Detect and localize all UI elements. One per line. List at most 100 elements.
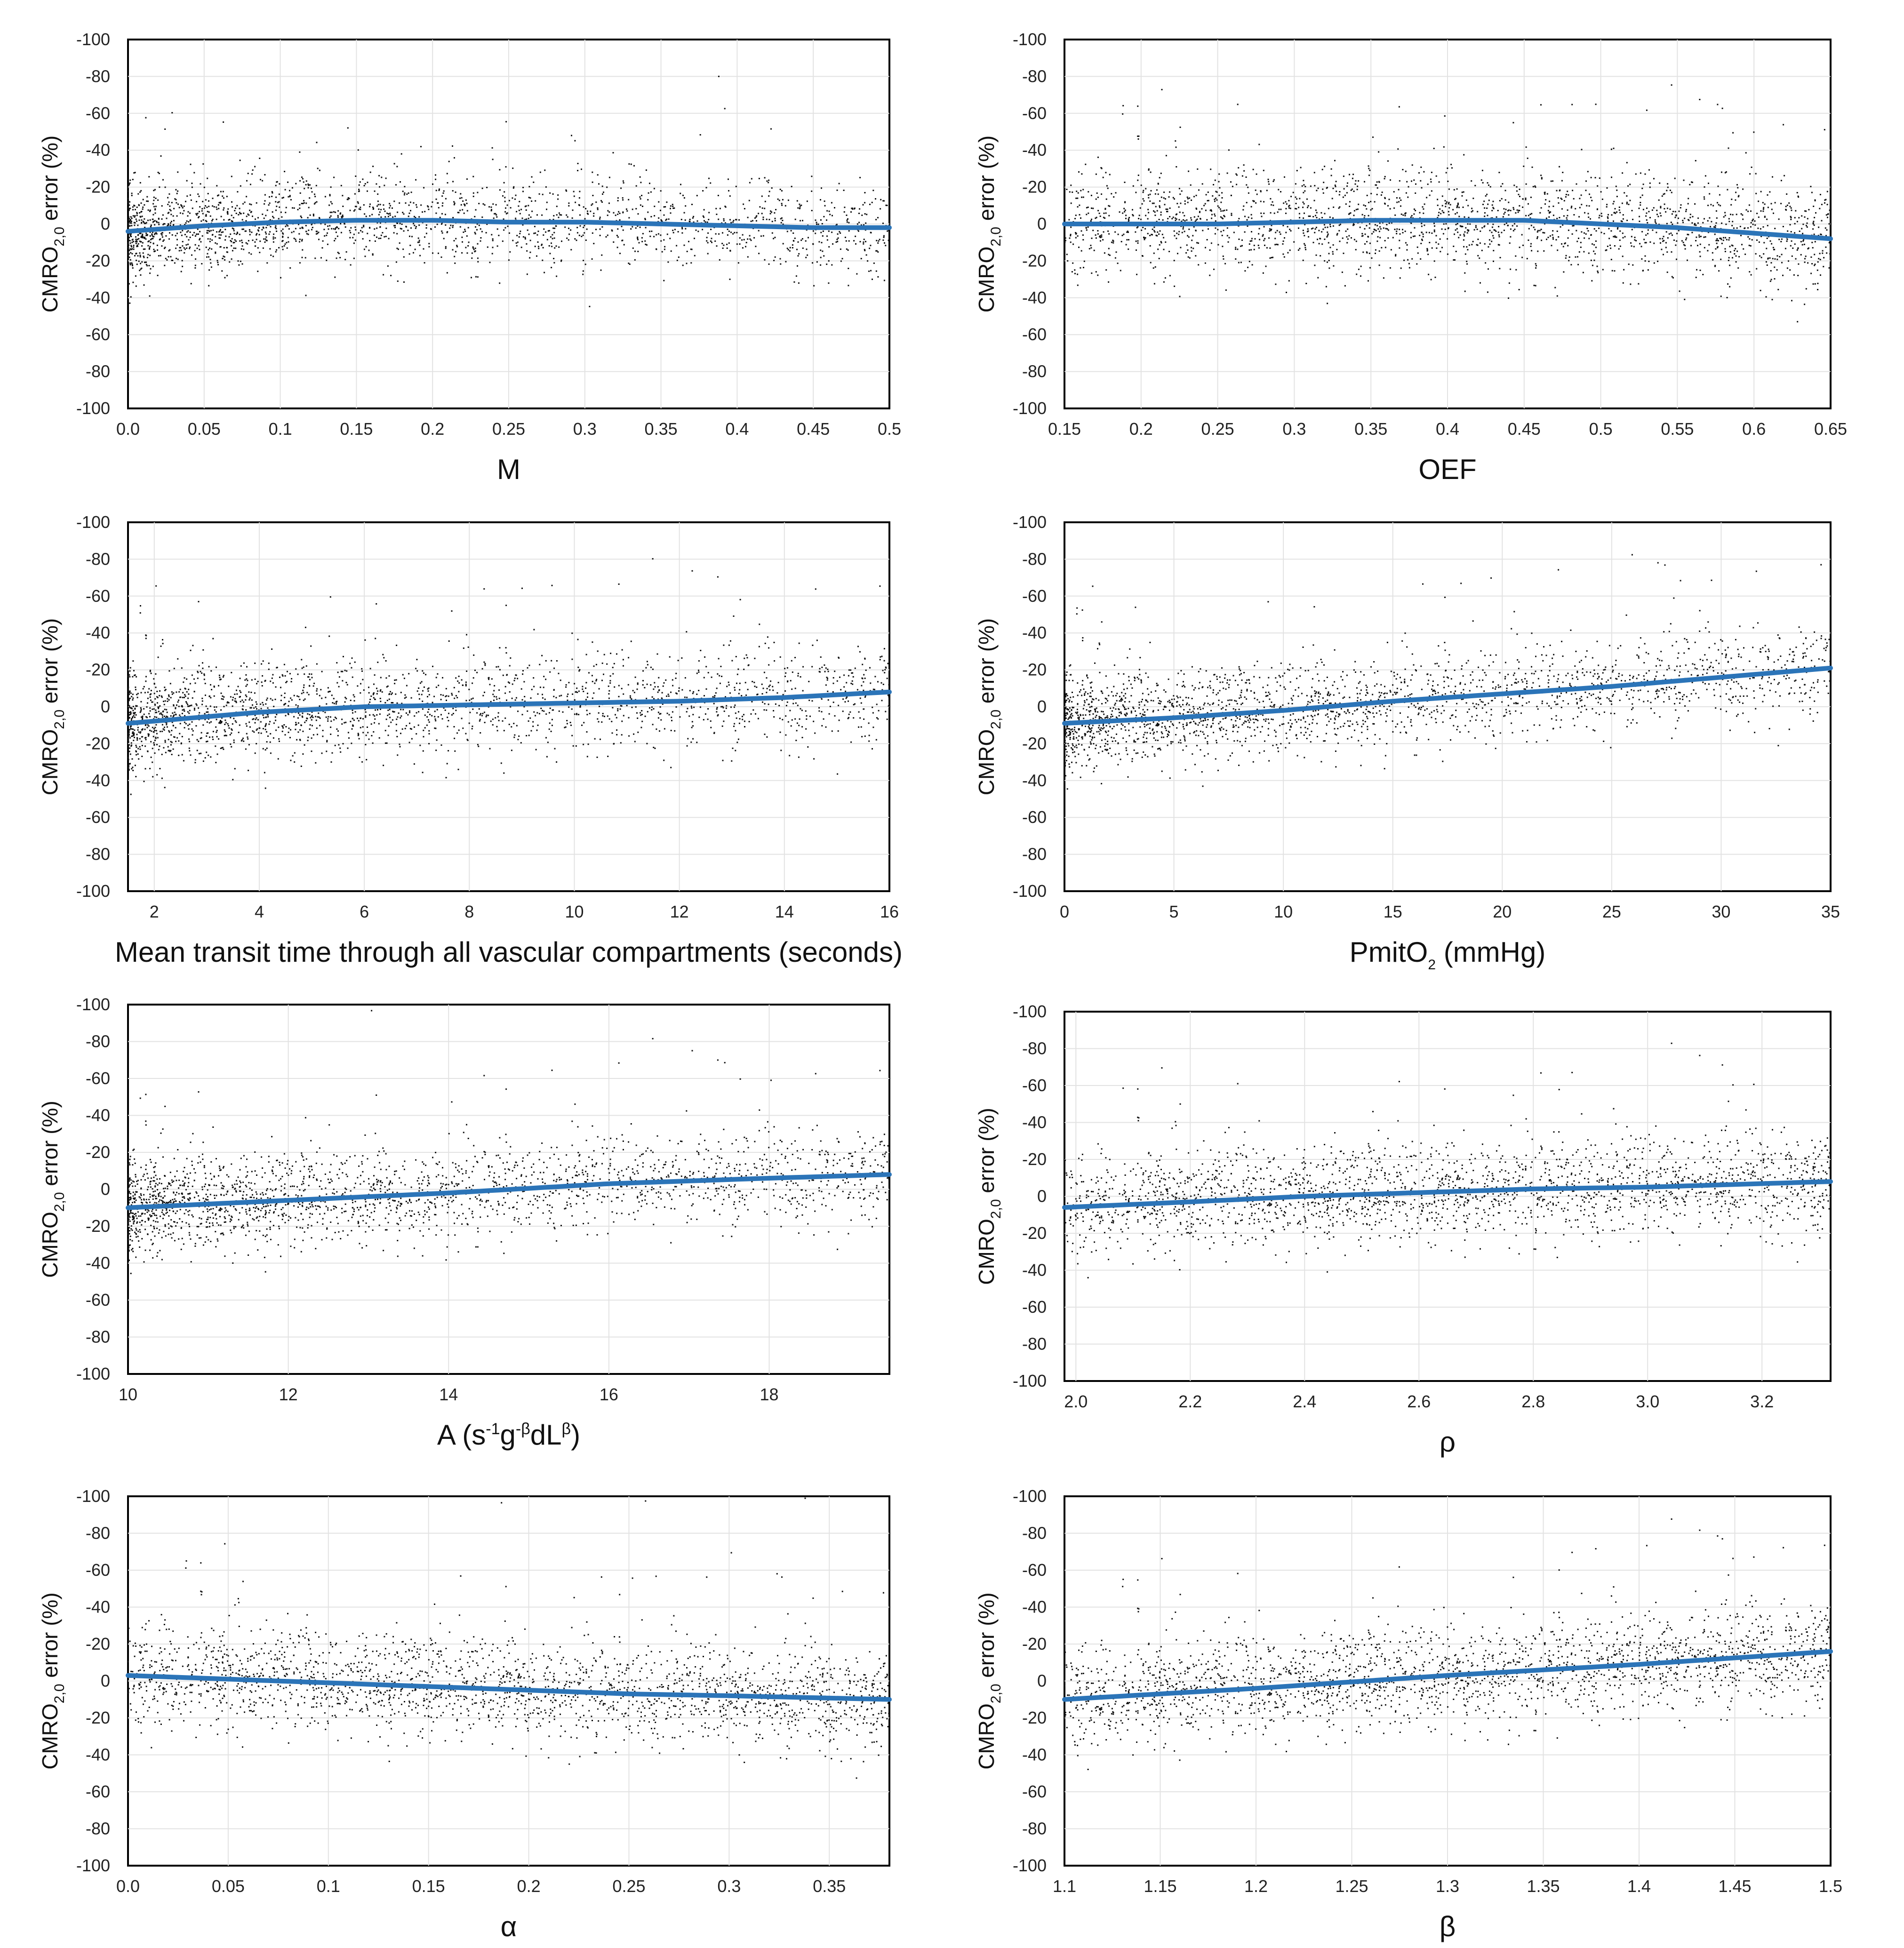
scatter-point xyxy=(227,251,228,253)
scatter-point xyxy=(1682,241,1684,243)
scatter-point xyxy=(211,248,213,250)
scatter-point xyxy=(496,245,498,247)
scatter-point xyxy=(1742,214,1744,216)
scatter-point xyxy=(1126,232,1128,233)
scatter-point xyxy=(556,275,558,277)
scatter-point xyxy=(726,686,728,687)
scatter-point xyxy=(1594,177,1596,179)
scatter-point xyxy=(1447,253,1448,255)
scatter-point xyxy=(472,247,474,249)
scatter-point xyxy=(772,686,774,687)
scatter-point xyxy=(779,258,781,260)
scatter-point xyxy=(1072,262,1074,264)
scatter-point xyxy=(1728,221,1730,223)
scatter-point xyxy=(358,184,360,186)
scatter-point xyxy=(1580,247,1582,248)
scatter-point xyxy=(272,236,274,238)
scatter-point xyxy=(872,748,873,750)
scatter-point xyxy=(355,229,357,231)
scatter-point xyxy=(779,189,781,190)
scatter-point xyxy=(876,240,878,241)
scatter-point xyxy=(1371,208,1373,210)
scatter-point xyxy=(1080,190,1082,192)
scatter-point xyxy=(434,226,436,228)
scatter-point xyxy=(837,233,839,235)
scatter-point xyxy=(342,206,344,207)
scatter-point xyxy=(862,204,864,206)
scatter-point xyxy=(1269,228,1271,230)
scatter-point xyxy=(1272,180,1274,182)
scatter-point xyxy=(1258,233,1260,235)
scatter-point xyxy=(135,239,137,240)
scatter-point xyxy=(1770,270,1772,271)
scatter-point xyxy=(1606,206,1608,208)
scatter-point xyxy=(1684,248,1686,250)
scatter-point xyxy=(384,210,386,212)
scatter-point xyxy=(137,243,139,245)
scatter-point xyxy=(885,245,887,247)
scatter-point xyxy=(269,721,271,723)
scatter-point xyxy=(349,230,351,232)
scatter-point xyxy=(1402,214,1404,216)
scatter-point xyxy=(1223,258,1224,260)
scatter-point xyxy=(259,252,261,254)
scatter-point xyxy=(1811,263,1813,264)
scatter-point xyxy=(595,229,597,231)
scatter-point xyxy=(1272,256,1274,258)
scatter-point xyxy=(1097,196,1099,198)
scatter-point xyxy=(548,712,550,714)
scatter-point xyxy=(710,240,712,242)
scatter-point xyxy=(726,243,728,245)
scatter-point xyxy=(832,243,834,245)
scatter-point xyxy=(205,220,207,222)
scatter-point xyxy=(1070,202,1072,204)
scatter-point xyxy=(153,236,155,238)
scatter-point xyxy=(257,271,259,272)
scatter-point xyxy=(1101,168,1103,169)
scatter-point xyxy=(364,255,366,257)
scatter-point xyxy=(215,745,216,747)
scatter-point xyxy=(820,232,822,233)
scatter-point xyxy=(1178,206,1180,208)
scatter-point xyxy=(863,239,865,240)
scatter-point xyxy=(560,695,562,696)
scatter-point xyxy=(333,176,335,178)
scatter-point xyxy=(1361,235,1363,237)
scatter-point xyxy=(815,219,816,221)
scatter-point xyxy=(231,258,232,260)
scatter-point xyxy=(506,212,508,214)
scatter-point xyxy=(282,228,284,230)
scatter-point xyxy=(1196,242,1198,244)
scatter-point xyxy=(1314,264,1316,266)
scatter-point xyxy=(144,227,146,228)
scatter-point xyxy=(747,256,749,258)
scatter-point xyxy=(1596,265,1598,267)
scatter-point xyxy=(1271,204,1272,206)
scatter-point xyxy=(800,204,802,206)
scatter-point xyxy=(552,238,553,240)
scatter-point xyxy=(768,219,770,221)
scatter-point xyxy=(1332,188,1334,189)
scatter-point xyxy=(666,201,668,203)
scatter-point xyxy=(883,200,885,202)
scatter-point xyxy=(621,225,623,227)
scatter-point xyxy=(203,674,205,676)
scatter-point xyxy=(347,197,349,199)
scatter-point xyxy=(579,669,581,671)
scatter-point xyxy=(602,193,603,195)
scatter-point xyxy=(526,218,528,220)
scatter-point xyxy=(1174,198,1175,200)
scatter-point xyxy=(306,233,308,235)
scatter-point xyxy=(1564,243,1566,245)
scatter-point xyxy=(1382,222,1384,224)
scatter-point xyxy=(595,201,597,203)
scatter-point xyxy=(241,242,243,243)
scatter-point xyxy=(847,718,849,719)
scatter-point xyxy=(1282,240,1284,242)
scatter-point xyxy=(217,195,218,197)
scatter-point xyxy=(635,706,637,708)
scatter-point xyxy=(392,207,393,209)
scatter-point xyxy=(1124,201,1126,203)
scatter-point xyxy=(1327,261,1328,263)
scatter-point xyxy=(374,715,376,717)
